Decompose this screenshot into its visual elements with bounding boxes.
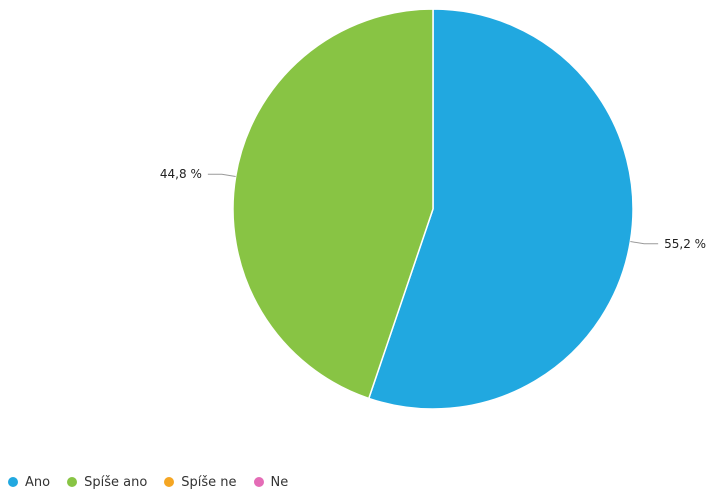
legend-item-0[interactable]: Ano [8, 475, 50, 490]
pie-slice-0[interactable] [368, 8, 634, 410]
leader-line-0 [630, 241, 659, 245]
data-label-0: 55,2 % [664, 237, 706, 251]
legend-item-1[interactable]: Spíše ano [67, 475, 147, 490]
leader-line-1 [207, 173, 236, 177]
legend-label: Spíše ano [84, 474, 148, 490]
legend-item-2[interactable]: Spíše ne [164, 474, 237, 490]
legend-marker-icon [164, 477, 175, 487]
legend-label: Spíše ne [181, 474, 237, 490]
legend: Ano Spíše ano Spíše ne Ne [8, 472, 305, 492]
legend-item-3[interactable]: Ne [253, 474, 289, 490]
pie-slice-1[interactable] [232, 8, 434, 400]
pie-chart: 55,2 % 44,8 % [160, 8, 706, 410]
legend-label: Ano [25, 474, 51, 490]
legend-marker-icon [67, 477, 78, 487]
legend-label: Ne [270, 474, 289, 490]
pie-slices [232, 8, 634, 410]
label-leaders [207, 173, 659, 245]
data-label-1: 44,8 % [160, 167, 202, 181]
legend-marker-icon [8, 477, 18, 487]
data-labels: 55,2 % 44,8 % [160, 167, 706, 251]
legend-marker-icon [253, 477, 264, 487]
